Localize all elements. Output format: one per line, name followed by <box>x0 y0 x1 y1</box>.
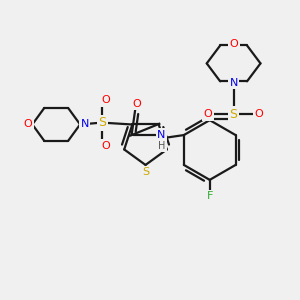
Text: S: S <box>98 116 106 129</box>
Text: S: S <box>142 167 149 177</box>
Text: S: S <box>230 108 238 121</box>
Text: O: O <box>229 39 238 49</box>
Text: O: O <box>102 95 110 105</box>
Text: N: N <box>80 119 89 129</box>
Text: H: H <box>158 140 165 151</box>
Text: O: O <box>132 99 141 109</box>
Text: O: O <box>23 119 32 129</box>
Text: O: O <box>255 109 263 119</box>
Text: N: N <box>157 130 166 140</box>
Text: O: O <box>204 109 213 119</box>
Text: N: N <box>230 78 238 88</box>
Text: O: O <box>102 141 110 151</box>
Text: F: F <box>206 191 213 201</box>
